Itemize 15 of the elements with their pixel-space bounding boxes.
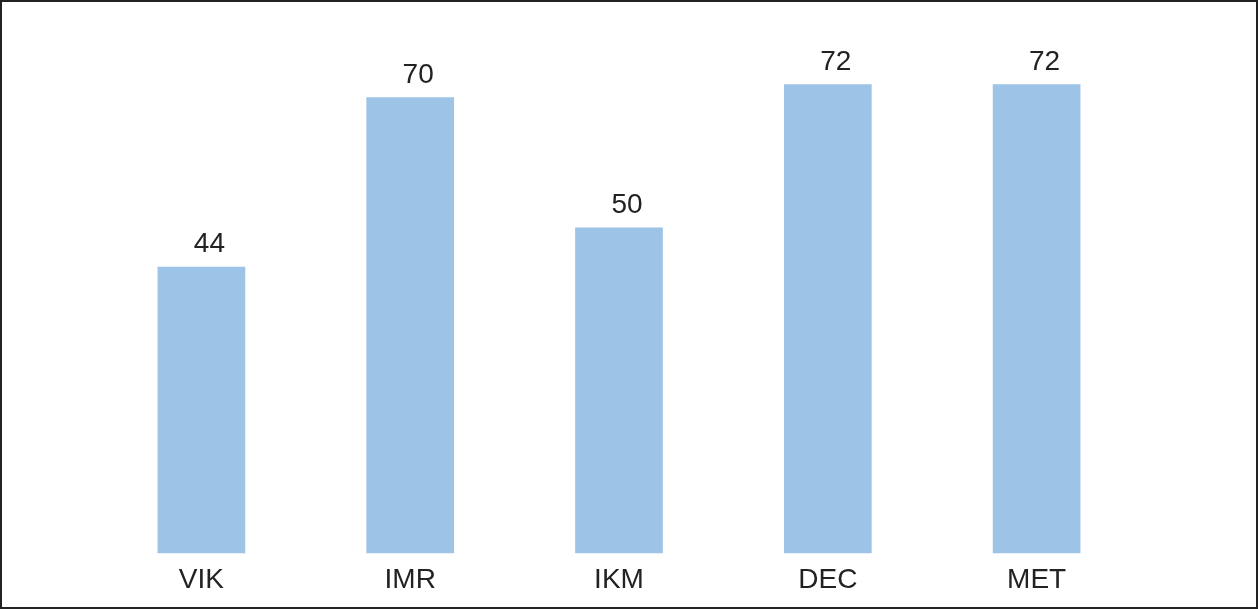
bar xyxy=(992,84,1081,554)
x-tick-label: IKM xyxy=(594,562,644,594)
data-label: 50 xyxy=(611,188,643,220)
x-tick-label: VIK xyxy=(178,562,225,594)
bar xyxy=(783,84,872,554)
bar xyxy=(575,227,663,554)
data-label: 72 xyxy=(820,44,852,76)
bar xyxy=(157,266,246,554)
data-label: 70 xyxy=(402,57,434,89)
bar xyxy=(366,97,455,554)
x-tick-label: IMR xyxy=(384,562,436,594)
x-tick-label: MET xyxy=(1007,562,1067,594)
data-label: 44 xyxy=(193,227,225,259)
x-tick-label: DEC xyxy=(798,562,858,594)
data-label: 72 xyxy=(1029,44,1061,76)
